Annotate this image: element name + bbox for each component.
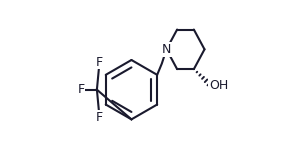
Text: N: N <box>162 43 171 56</box>
Text: OH: OH <box>209 79 228 92</box>
Text: F: F <box>96 56 103 69</box>
Text: F: F <box>96 111 103 124</box>
Text: F: F <box>78 83 85 96</box>
